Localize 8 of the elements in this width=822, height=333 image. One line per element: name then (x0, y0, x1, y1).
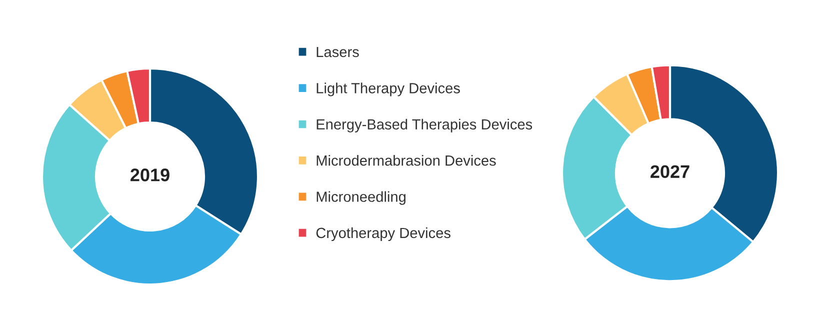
text: 2019 (130, 168, 170, 182)
legend-label: Lasers (316, 46, 359, 58)
legend-label: Light Therapy Devices (316, 82, 460, 96)
legend-label: Cryotherapy Devices (316, 227, 450, 242)
text: 2027 (650, 165, 690, 178)
legend-label: Microdermabrasion Devices (316, 155, 496, 166)
legend-label: Energy-Based Therapies Devices (316, 118, 532, 132)
legend-label: Microneedling (316, 191, 406, 205)
